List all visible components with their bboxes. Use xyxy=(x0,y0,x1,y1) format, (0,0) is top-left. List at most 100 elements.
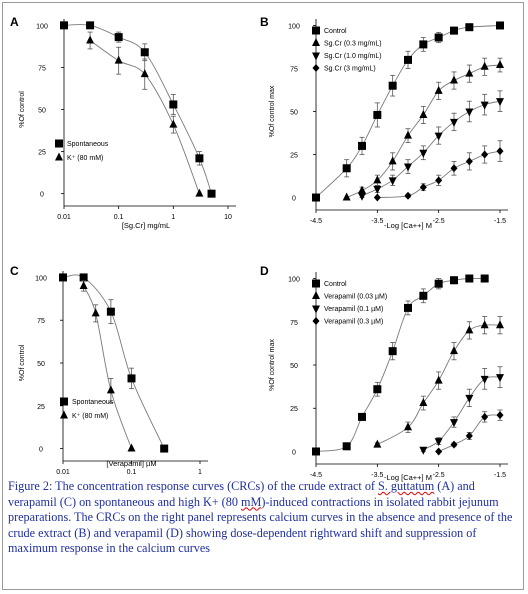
data-point xyxy=(435,176,443,185)
data-point xyxy=(465,157,473,166)
data-point xyxy=(496,374,504,383)
data-point xyxy=(434,279,443,288)
x-tick-label: 1 xyxy=(198,469,202,476)
data-point xyxy=(419,291,428,300)
data-point xyxy=(404,191,412,200)
data-point xyxy=(140,48,149,57)
legend-entry: Sg.Cr (3 mg/mL) xyxy=(324,66,376,73)
data-point xyxy=(388,156,397,165)
data-point xyxy=(465,325,474,334)
legend-marker xyxy=(60,410,68,419)
legend-marker xyxy=(312,317,320,325)
data-point xyxy=(373,185,382,194)
data-point xyxy=(496,320,504,329)
y-tick-label: 25 xyxy=(290,153,298,160)
data-point xyxy=(373,193,381,202)
data-point xyxy=(373,175,382,184)
legend-entry: Spontaneous xyxy=(72,399,114,406)
y-tick-label: 75 xyxy=(290,66,298,73)
data-point xyxy=(496,21,504,30)
data-point xyxy=(195,154,204,163)
data-point xyxy=(465,274,474,283)
data-point xyxy=(450,26,458,35)
data-point xyxy=(106,385,115,394)
x-axis-label: -Log [Ca++] M xyxy=(384,221,432,230)
data-point xyxy=(496,60,504,69)
series-1 xyxy=(373,316,504,448)
data-point xyxy=(419,40,428,49)
legend-entry: K⁺ (80 mM) xyxy=(72,413,108,420)
legend-marker xyxy=(312,64,320,72)
fit-curve xyxy=(423,376,501,451)
data-point xyxy=(404,163,412,172)
data-point xyxy=(450,440,458,449)
data-point xyxy=(342,192,351,201)
y-tick-label: 25 xyxy=(37,404,45,411)
series-0 xyxy=(60,21,216,198)
data-point xyxy=(114,55,123,64)
data-point xyxy=(60,21,68,30)
legend: Control Sg.Cr (0.3 mg/mL) Sg.Cr (1.0 mg/mL… xyxy=(312,26,382,73)
data-point xyxy=(312,193,320,202)
x-axis-label: [Sg.Cr] mg/mL xyxy=(122,221,170,230)
data-point xyxy=(91,308,100,317)
data-point xyxy=(358,192,366,201)
y-tick-label: 0 xyxy=(40,192,44,199)
x-axis-label: [Verapamil] µM xyxy=(106,459,156,468)
fit-curve xyxy=(377,150,501,198)
y-tick-label: 100 xyxy=(36,23,48,30)
data-point xyxy=(480,274,489,283)
panel-A: A 100 75 50 25 0 0.01 0.1 1 10 [Sg.Cr] mg/mL %Of co… xyxy=(10,15,236,230)
panel-label-A: A xyxy=(10,15,19,29)
data-point xyxy=(480,320,489,329)
fit-curve xyxy=(361,100,501,197)
x-tick-label: -3.5 xyxy=(371,218,383,225)
data-point xyxy=(404,55,412,64)
data-point xyxy=(480,61,489,70)
legend-entry: Spontaneous xyxy=(67,141,109,148)
panel-D: D 100 75 50 25 0 -4.5 -3.5 -2.5 -1.5 -Log [Ca++] M… xyxy=(260,264,508,482)
x-tick-label: 0.01 xyxy=(57,214,71,221)
data-point xyxy=(465,23,474,32)
x-tick-label: 1 xyxy=(171,214,175,221)
data-point xyxy=(434,132,443,141)
legend-marker xyxy=(312,38,320,46)
data-point xyxy=(496,147,504,156)
legend-marker xyxy=(312,26,320,35)
data-point xyxy=(106,307,115,316)
data-point xyxy=(59,273,67,282)
data-point xyxy=(404,422,412,431)
data-point xyxy=(434,438,443,447)
legend: Spontaneous K⁺ (80 mM) xyxy=(60,397,114,420)
legend-entry: Sg.Cr (0.3 mg/mL) xyxy=(324,41,382,48)
y-tick-label: 0 xyxy=(292,449,296,456)
y-tick-label: 0 xyxy=(39,447,43,454)
data-point xyxy=(419,149,428,158)
data-point xyxy=(140,69,149,78)
data-point xyxy=(358,185,366,194)
data-point xyxy=(342,442,351,451)
legend-marker xyxy=(312,305,320,314)
fit-curve xyxy=(62,274,165,449)
fit-curve xyxy=(83,285,132,449)
y-tick-label: 100 xyxy=(288,23,300,30)
legend-entry: Verapamil (0.1 µM) xyxy=(324,306,383,313)
y-tick-label: 100 xyxy=(288,277,300,284)
series-0 xyxy=(59,273,169,453)
data-point xyxy=(465,108,474,117)
data-point xyxy=(480,101,489,110)
data-point xyxy=(86,35,95,44)
data-point xyxy=(465,394,474,403)
data-point xyxy=(481,412,489,421)
x-tick-label: 0.1 xyxy=(127,469,137,476)
series-1 xyxy=(86,31,204,197)
series-0 xyxy=(312,274,489,456)
legend-marker xyxy=(312,291,320,299)
data-point xyxy=(450,118,458,127)
data-point xyxy=(358,141,366,150)
x-tick-label: -3.5 xyxy=(371,472,383,479)
data-point xyxy=(450,346,458,355)
data-point xyxy=(481,150,489,159)
data-point xyxy=(404,130,412,139)
